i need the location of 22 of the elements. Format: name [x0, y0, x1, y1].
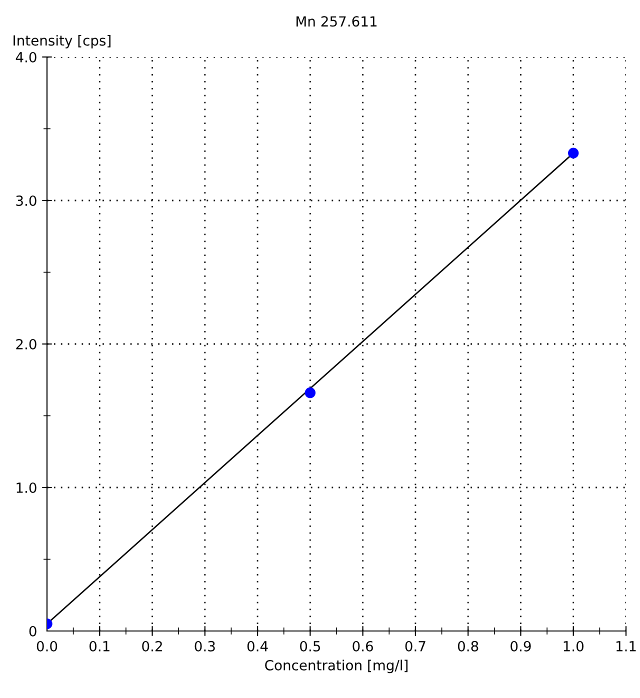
x-axis-title: Concentration [mg/l]: [265, 660, 408, 674]
x-tick-label: 0.8: [458, 640, 478, 652]
y-axis-title: Intensity [cps]: [14, 34, 110, 48]
y-tick-label: 3.0: [16, 195, 36, 206]
x-tick-label: 1.1: [616, 641, 636, 652]
point: [304, 387, 316, 398]
x-tick-label: 1.0: [564, 640, 584, 652]
point: [568, 148, 579, 158]
x-tick-label: 0.4: [247, 640, 268, 652]
x-tick-label: 0.6: [352, 640, 373, 652]
x-tick-label: 0.0: [36, 640, 58, 652]
x-tick-label: 0.7: [405, 640, 426, 652]
chart-title: Mn 257.611: [296, 16, 377, 27]
x-tick-label: 0.5: [300, 640, 320, 652]
x-tick-label: 0.3: [194, 640, 215, 652]
x-tick-label: 0.1: [90, 640, 110, 652]
y-tick-label: 2.0: [16, 338, 36, 350]
y-tick-label: 1.0: [16, 482, 36, 493]
x-tick-label: 0.2: [142, 640, 162, 652]
y-tick-label: 0: [29, 626, 36, 636]
y-tick-label: 4.0: [16, 52, 36, 62]
x-tick-label: 0.9: [510, 640, 531, 652]
